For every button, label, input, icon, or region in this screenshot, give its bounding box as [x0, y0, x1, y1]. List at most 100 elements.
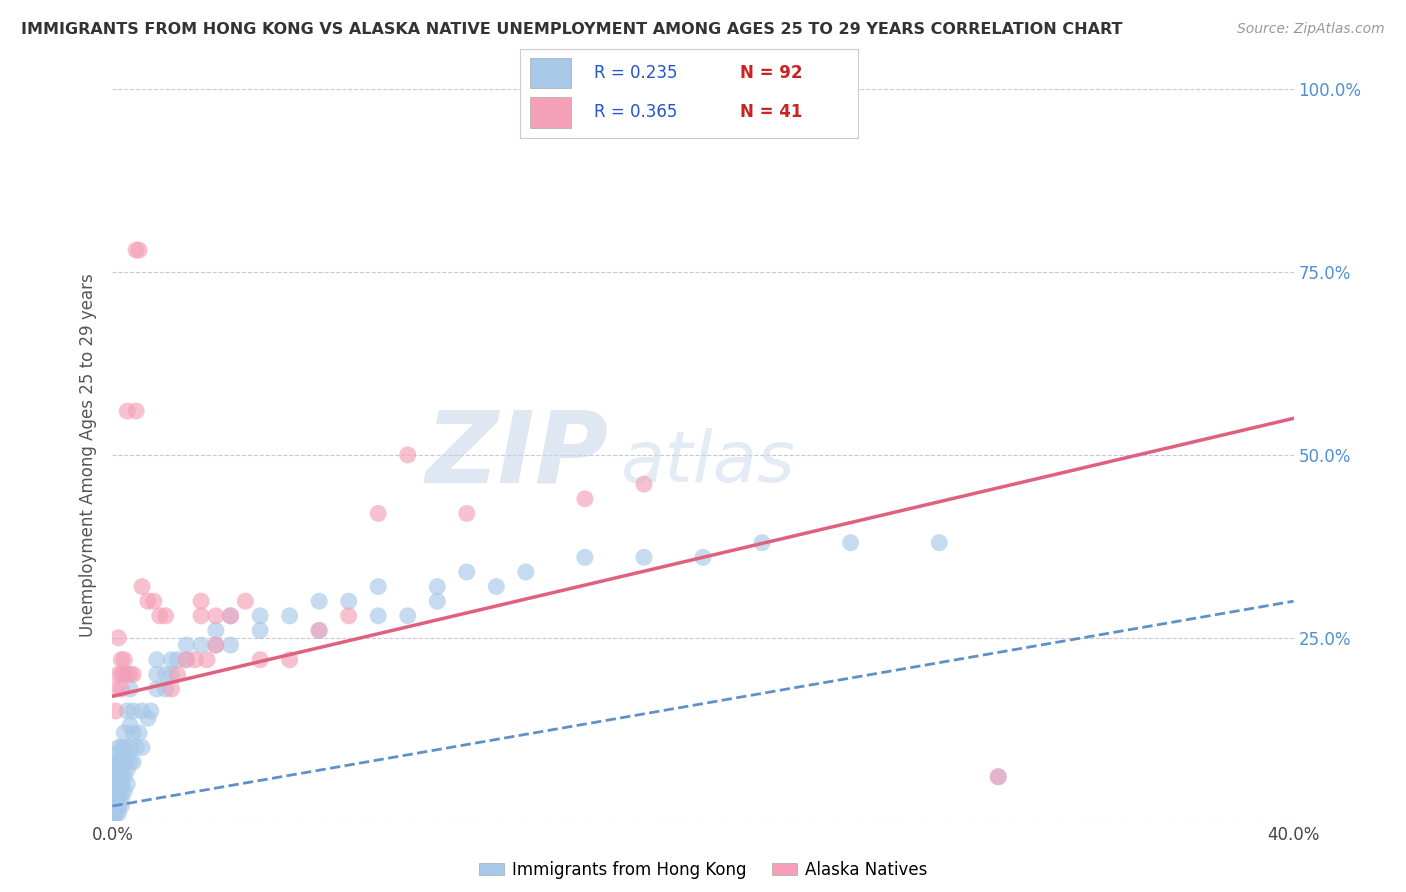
- Point: [190, 594, 212, 608]
- Point: [219, 638, 242, 652]
- Point: [146, 681, 169, 696]
- Point: [117, 747, 138, 762]
- Point: [107, 777, 129, 791]
- Text: N = 92: N = 92: [740, 64, 801, 82]
- Point: [166, 653, 188, 667]
- Point: [174, 653, 197, 667]
- Y-axis label: Unemployment Among Ages 25 to 29 years: Unemployment Among Ages 25 to 29 years: [79, 273, 97, 637]
- Point: [112, 726, 135, 740]
- Point: [184, 653, 207, 667]
- Point: [104, 806, 127, 821]
- Point: [174, 653, 197, 667]
- Point: [110, 667, 132, 681]
- Point: [485, 580, 508, 594]
- Point: [367, 580, 389, 594]
- Point: [104, 806, 127, 821]
- Point: [110, 681, 132, 696]
- Point: [751, 535, 773, 549]
- Point: [104, 799, 127, 814]
- Text: R = 0.235: R = 0.235: [595, 64, 678, 82]
- Point: [426, 594, 449, 608]
- Point: [112, 653, 135, 667]
- Point: [104, 681, 127, 696]
- Point: [104, 784, 127, 798]
- Point: [396, 608, 419, 623]
- Point: [128, 243, 150, 257]
- Point: [107, 791, 129, 805]
- Point: [337, 594, 360, 608]
- Point: [107, 667, 129, 681]
- Point: [112, 770, 135, 784]
- Text: Source: ZipAtlas.com: Source: ZipAtlas.com: [1237, 22, 1385, 37]
- Point: [128, 726, 150, 740]
- Point: [107, 631, 129, 645]
- Point: [308, 594, 330, 608]
- Point: [155, 681, 177, 696]
- Point: [104, 791, 127, 805]
- Point: [146, 667, 169, 681]
- Point: [107, 763, 129, 777]
- Point: [122, 704, 145, 718]
- Point: [104, 777, 127, 791]
- Point: [104, 755, 127, 769]
- Point: [104, 777, 127, 791]
- Point: [131, 740, 153, 755]
- Point: [928, 535, 950, 549]
- Point: [104, 784, 127, 798]
- Point: [122, 667, 145, 681]
- Point: [155, 667, 177, 681]
- Point: [117, 704, 138, 718]
- Point: [160, 653, 183, 667]
- Text: atlas: atlas: [620, 428, 794, 497]
- Point: [104, 799, 127, 814]
- Point: [110, 740, 132, 755]
- Point: [120, 718, 142, 732]
- Point: [117, 667, 138, 681]
- Point: [131, 580, 153, 594]
- Point: [249, 624, 271, 638]
- Point: [110, 777, 132, 791]
- Point: [107, 740, 129, 755]
- Point: [205, 608, 228, 623]
- Point: [104, 806, 127, 821]
- Point: [515, 565, 537, 579]
- Point: [104, 704, 127, 718]
- Point: [139, 704, 162, 718]
- Point: [633, 477, 655, 491]
- Point: [142, 594, 165, 608]
- Point: [110, 784, 132, 798]
- Point: [574, 491, 596, 506]
- Point: [112, 667, 135, 681]
- Point: [249, 653, 271, 667]
- Point: [112, 755, 135, 769]
- Point: [633, 550, 655, 565]
- Point: [120, 681, 142, 696]
- Text: N = 41: N = 41: [740, 103, 801, 121]
- Point: [278, 608, 301, 623]
- Point: [308, 624, 330, 638]
- Point: [308, 624, 330, 638]
- Point: [120, 667, 142, 681]
- Point: [219, 608, 242, 623]
- Point: [112, 740, 135, 755]
- Point: [107, 784, 129, 798]
- Point: [337, 608, 360, 623]
- Point: [110, 653, 132, 667]
- Point: [367, 608, 389, 623]
- Point: [104, 770, 127, 784]
- Point: [136, 594, 159, 608]
- Bar: [530, 97, 571, 128]
- Point: [117, 777, 138, 791]
- Point: [107, 806, 129, 821]
- Point: [692, 550, 714, 565]
- Point: [136, 711, 159, 725]
- Point: [104, 763, 127, 777]
- Point: [166, 667, 188, 681]
- Point: [205, 638, 228, 652]
- Point: [112, 784, 135, 798]
- Point: [456, 507, 478, 521]
- Point: [110, 755, 132, 769]
- Point: [396, 448, 419, 462]
- Point: [149, 608, 172, 623]
- Point: [205, 638, 228, 652]
